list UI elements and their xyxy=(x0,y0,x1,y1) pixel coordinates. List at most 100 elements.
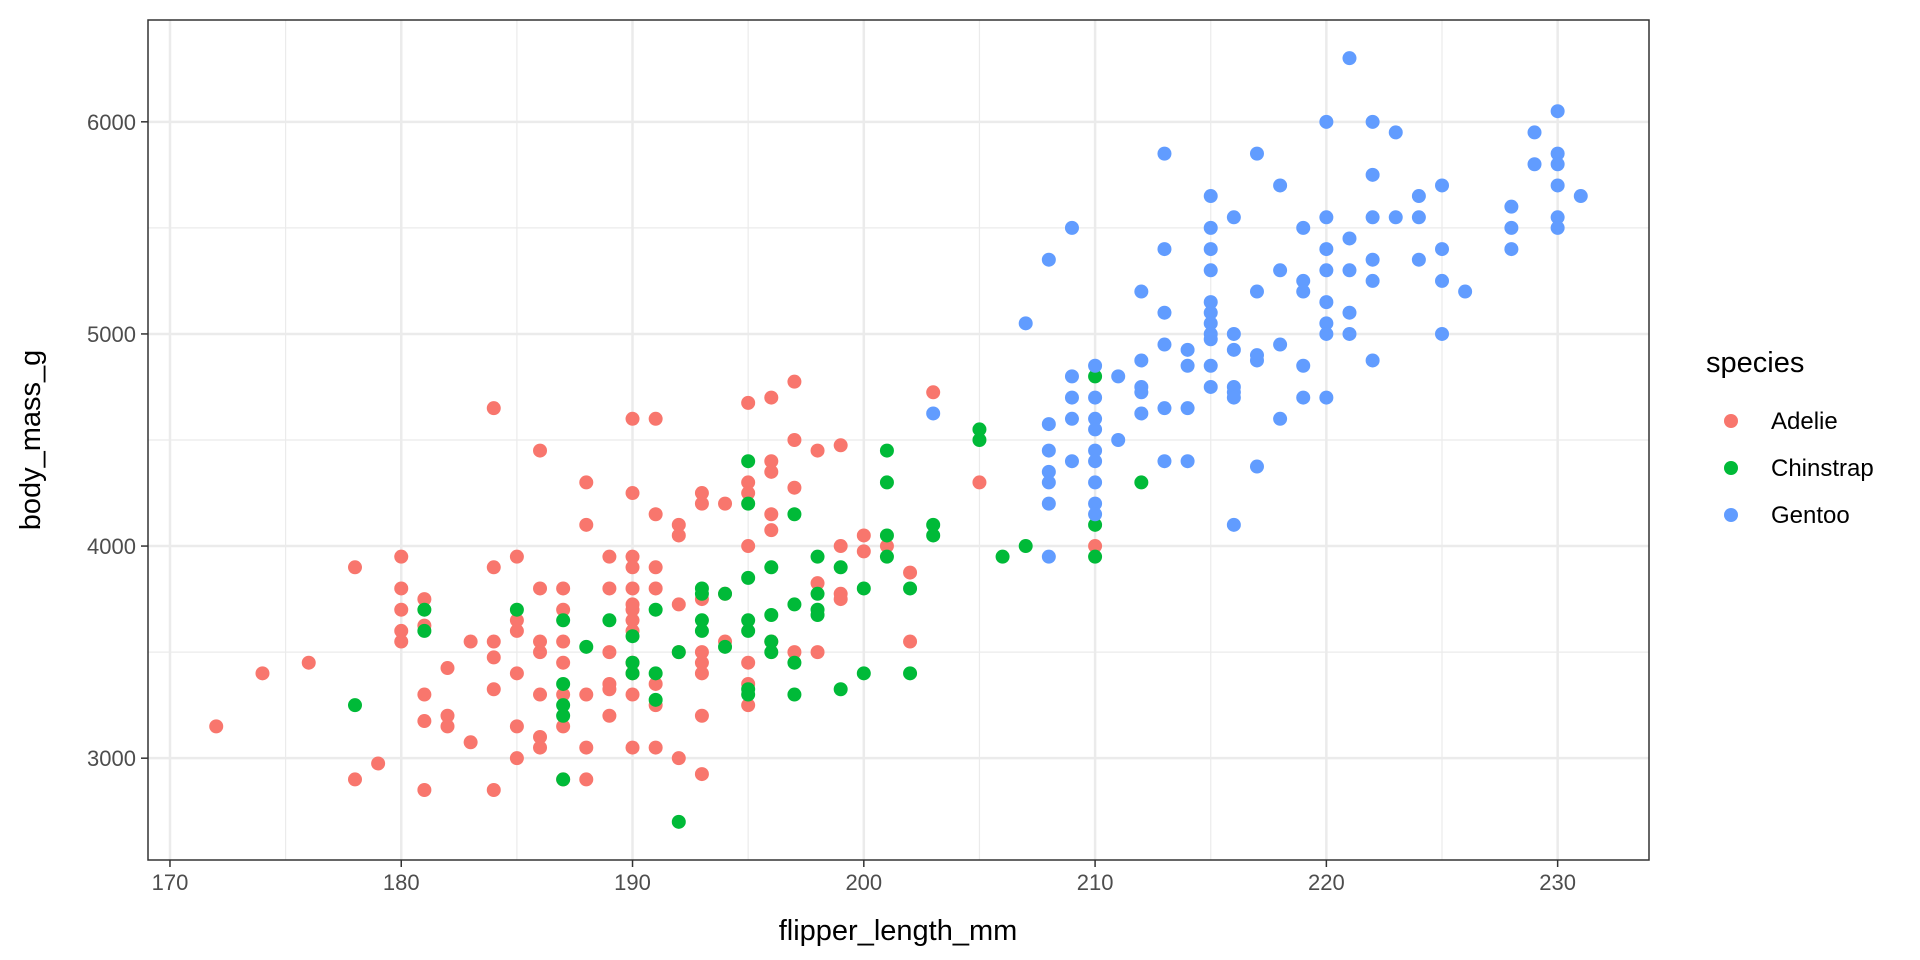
point xyxy=(741,475,756,490)
point xyxy=(741,486,756,501)
legend-marker xyxy=(1724,414,1738,428)
point xyxy=(903,666,918,681)
x-tick-label: 200 xyxy=(845,870,882,895)
x-axis-title: flipper_length_mm xyxy=(779,915,1018,947)
point xyxy=(787,645,802,660)
point xyxy=(1134,284,1149,299)
point xyxy=(602,549,617,564)
point xyxy=(787,687,802,702)
point xyxy=(1088,517,1103,532)
point xyxy=(972,422,987,437)
point xyxy=(741,655,756,670)
point xyxy=(1249,459,1264,474)
point xyxy=(1319,263,1334,278)
legend-label: Gentoo xyxy=(1771,502,1850,529)
point xyxy=(1111,369,1126,384)
point xyxy=(579,687,594,702)
point xyxy=(1249,353,1264,368)
point xyxy=(1041,443,1056,458)
point xyxy=(1134,385,1149,400)
point xyxy=(486,634,501,649)
point xyxy=(533,729,548,744)
point xyxy=(556,719,571,734)
point xyxy=(856,666,871,681)
point xyxy=(533,581,548,596)
point xyxy=(648,740,663,755)
point xyxy=(810,549,825,564)
point xyxy=(903,581,918,596)
point xyxy=(1203,189,1218,204)
point xyxy=(810,586,825,601)
legend-label: Chinstrap xyxy=(1771,455,1874,482)
point xyxy=(579,772,594,787)
point xyxy=(903,634,918,649)
point xyxy=(1088,369,1103,384)
point xyxy=(833,539,848,554)
point xyxy=(1319,295,1334,310)
point xyxy=(741,454,756,469)
point xyxy=(787,655,802,670)
point xyxy=(625,655,640,670)
point xyxy=(533,740,548,755)
point xyxy=(556,687,571,702)
x-tick-label: 230 xyxy=(1539,870,1576,895)
point xyxy=(694,586,709,601)
point xyxy=(764,645,779,660)
point xyxy=(625,629,640,644)
point xyxy=(926,385,941,400)
point xyxy=(1273,411,1288,426)
point xyxy=(509,549,524,564)
point xyxy=(625,486,640,501)
point xyxy=(1435,326,1450,341)
point xyxy=(810,608,825,622)
point xyxy=(1273,178,1288,193)
point xyxy=(1203,379,1218,394)
point xyxy=(1342,51,1357,66)
point xyxy=(1411,252,1426,267)
point xyxy=(417,602,432,617)
legend-label: Adelie xyxy=(1771,408,1838,435)
point xyxy=(602,581,617,596)
point xyxy=(1435,242,1450,257)
point xyxy=(1134,353,1149,368)
point xyxy=(1319,326,1334,341)
point xyxy=(694,496,709,511)
point xyxy=(1041,549,1056,564)
point xyxy=(533,634,548,649)
point xyxy=(1365,167,1380,182)
point xyxy=(625,581,640,596)
point xyxy=(509,751,524,766)
point xyxy=(347,560,362,575)
point xyxy=(1203,242,1218,257)
point xyxy=(1088,422,1103,437)
point xyxy=(556,634,571,649)
point xyxy=(1088,358,1103,373)
point xyxy=(625,549,640,564)
point xyxy=(1180,342,1195,357)
point xyxy=(1041,417,1056,432)
point xyxy=(486,783,501,797)
point xyxy=(1388,125,1403,140)
point xyxy=(741,613,756,628)
point xyxy=(602,708,617,723)
point xyxy=(1157,401,1172,416)
point xyxy=(810,443,825,458)
point xyxy=(1157,337,1172,352)
point xyxy=(694,767,709,782)
point xyxy=(833,438,848,453)
point xyxy=(787,433,802,447)
x-tick-label: 170 xyxy=(152,870,189,895)
point xyxy=(1088,390,1103,405)
point xyxy=(463,735,478,750)
point xyxy=(1296,220,1311,235)
point xyxy=(1203,263,1218,278)
point xyxy=(1203,358,1218,373)
point xyxy=(1365,353,1380,368)
point xyxy=(394,581,409,596)
point xyxy=(648,560,663,575)
point xyxy=(533,687,548,702)
point xyxy=(1088,496,1103,511)
point xyxy=(1249,284,1264,299)
point xyxy=(602,645,617,660)
panel-border xyxy=(147,19,1650,861)
